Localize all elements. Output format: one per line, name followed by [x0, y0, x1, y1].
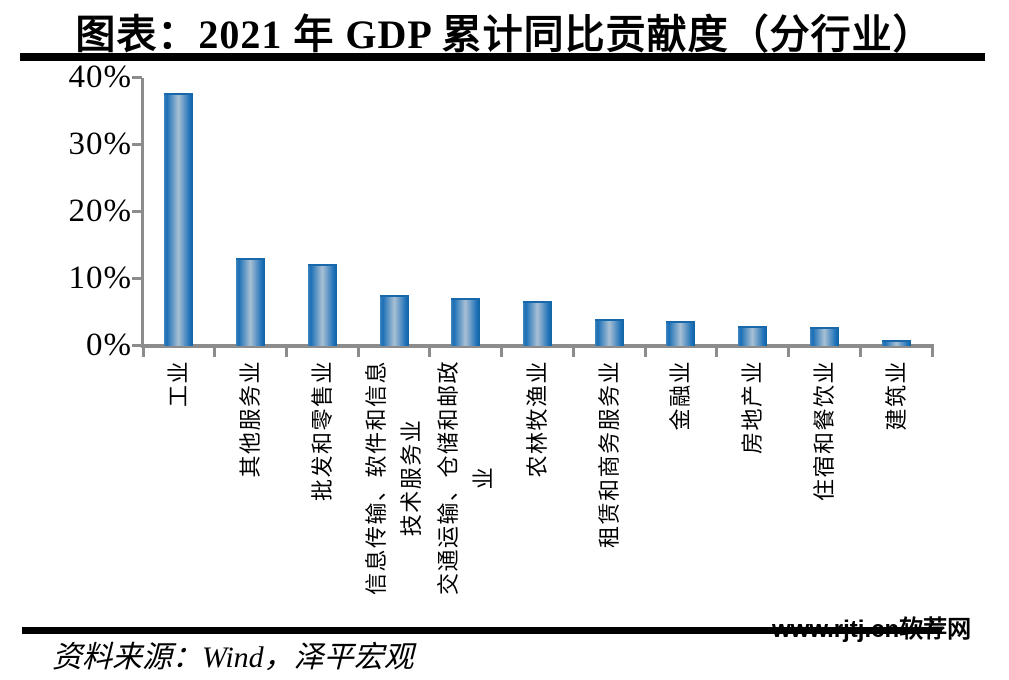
x-axis-tick: [715, 348, 719, 357]
x-axis-category-label: 其他服务业: [238, 360, 264, 478]
bar: [379, 295, 409, 346]
bar: [809, 327, 839, 346]
x-axis-tick: [930, 348, 934, 357]
x-axis-tick: [213, 348, 217, 357]
x-axis-tick: [428, 348, 432, 357]
x-axis-category-label: 农林牧渔业: [525, 360, 550, 478]
y-axis-tick: [132, 277, 142, 280]
x-axis-category-label: 批发和零售业: [309, 360, 335, 502]
x-axis-category-label: 信息传输、软件和信息 技术服务业: [364, 360, 425, 596]
y-axis-line: [141, 78, 144, 348]
y-axis-tick: [132, 344, 142, 347]
x-axis-category-label: 工业: [166, 360, 192, 408]
bar: [236, 257, 266, 346]
x-axis-category-label: 交通运输、仓储和邮政 业: [435, 360, 496, 596]
bottom-divider-line: [22, 627, 942, 634]
chart-title: 图表：2021 年 GDP 累计同比贡献度（分行业）: [75, 12, 934, 57]
top-divider-line: [20, 53, 985, 61]
y-axis-tick-label: 40%: [68, 59, 132, 95]
x-axis-tick: [500, 348, 504, 357]
bar: [881, 339, 911, 346]
y-axis-tick-label: 0%: [86, 327, 132, 363]
x-axis-line: [141, 344, 934, 348]
bar: [164, 92, 194, 346]
x-axis-category-label: 房地产业: [740, 360, 766, 455]
x-axis-category-label: 建筑业: [883, 360, 909, 431]
bar: [451, 298, 481, 346]
y-axis-tick: [132, 143, 142, 146]
bar-chart-plot: 0% 10% 20% 30% 40% 工业 其他服务业 批发和零售业 信息传输、软件和信息 技术…: [68, 59, 934, 596]
x-axis-tick: [643, 348, 647, 357]
bar: [666, 321, 696, 346]
bar: [307, 264, 337, 346]
watermark-text: www.rjtj.cn软荐网: [772, 616, 972, 643]
bar: [523, 301, 552, 346]
y-axis-tick: [132, 210, 142, 213]
x-axis-tick: [571, 348, 575, 357]
bar: [594, 319, 624, 346]
x-axis-tick: [141, 348, 145, 357]
y-axis-tick-label: 10%: [68, 260, 132, 296]
y-axis-tick: [132, 76, 142, 79]
x-axis-category-label: 租赁和商务服务业: [596, 360, 622, 549]
x-axis-category-label: 住宿和餐饮业: [811, 360, 837, 502]
source-note: 资料来源：Wind，泽平宏观: [52, 641, 414, 674]
x-axis-tick: [858, 348, 862, 357]
x-axis-tick: [787, 348, 791, 357]
y-axis-tick-label: 20%: [68, 193, 132, 229]
y-axis-tick-label: 30%: [68, 126, 132, 162]
x-axis-tick: [356, 348, 360, 357]
bar: [738, 325, 768, 346]
x-axis-category-label: 金融业: [668, 360, 694, 431]
x-axis-tick: [284, 348, 288, 357]
